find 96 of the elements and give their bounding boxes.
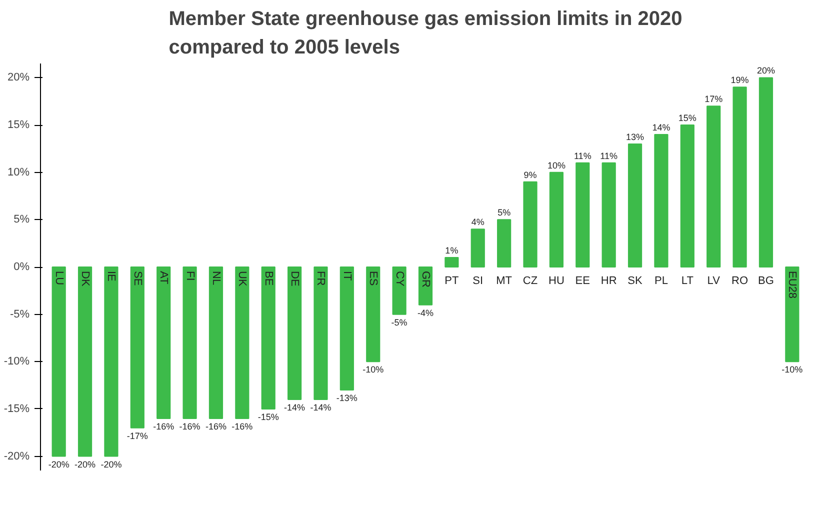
data-label: -16% <box>232 421 253 432</box>
bar <box>785 266 800 362</box>
data-label: -10% <box>782 364 803 375</box>
x-tick-label: DK <box>79 271 92 287</box>
bar <box>104 266 118 457</box>
data-label: 4% <box>471 217 484 228</box>
bar <box>602 162 616 268</box>
bar <box>392 266 406 315</box>
y-tick-label: 20% <box>7 72 30 84</box>
x-tick-label: BG <box>758 275 774 287</box>
y-tick-label: 15% <box>7 119 30 132</box>
x-tick-label: NL <box>210 271 222 286</box>
data-label: -15% <box>258 412 279 422</box>
data-label: -16% <box>205 421 226 432</box>
bar <box>261 266 276 410</box>
bar <box>340 266 354 391</box>
x-tick-label: PL <box>654 275 668 287</box>
x-tick-label: SK <box>628 275 644 287</box>
data-label: -16% <box>179 421 200 432</box>
x-tick-label: SE <box>131 271 144 286</box>
x-tick-label: FI <box>184 271 196 281</box>
data-label: -5% <box>391 317 408 328</box>
bar <box>706 106 721 268</box>
bar <box>576 162 590 268</box>
x-tick-label: IE <box>105 271 118 282</box>
x-tick-label: CZ <box>522 275 538 287</box>
y-tick-label: 5% <box>14 214 30 226</box>
bar <box>758 77 774 268</box>
bar <box>680 124 694 268</box>
x-tick-label: IT <box>340 271 353 282</box>
data-label: -16% <box>153 421 174 432</box>
x-tick-label: LV <box>707 275 721 287</box>
data-label: 19% <box>730 75 749 86</box>
x-tick-label: ES <box>367 271 380 286</box>
bar <box>52 266 66 457</box>
x-tick-label: UK <box>236 271 248 287</box>
bar <box>78 266 92 457</box>
bar <box>314 266 328 400</box>
bar <box>628 143 642 268</box>
x-tick-label: HU <box>548 275 564 287</box>
bar <box>208 266 224 419</box>
data-label: -14% <box>310 402 332 413</box>
data-label: 10% <box>547 160 566 170</box>
x-tick-label: LU <box>52 271 65 286</box>
data-label: -17% <box>126 430 148 441</box>
data-label: 13% <box>626 132 644 142</box>
data-label: -10% <box>362 364 384 375</box>
data-label: -20% <box>48 459 70 470</box>
data-label: 11% <box>574 150 592 161</box>
chart-title: Member State greenhouse gas emission limits in 2020 compared to 2005 levels <box>168 8 682 58</box>
bar <box>732 86 747 268</box>
bar <box>654 134 668 268</box>
data-label: 9% <box>524 170 537 180</box>
data-label: -20% <box>100 459 122 470</box>
x-tick-label: RO <box>732 275 748 287</box>
x-tick-label: GR <box>420 271 432 288</box>
x-tick-label: PT <box>444 275 459 287</box>
bar <box>523 181 538 268</box>
x-tick-label: LT <box>681 275 694 287</box>
x-tick-label: BE <box>262 271 274 286</box>
x-tick-label: EU28 <box>786 271 798 299</box>
bar <box>366 266 380 362</box>
bar <box>130 266 144 428</box>
y-tick-label: 0% <box>14 261 30 273</box>
data-label: -13% <box>336 393 358 404</box>
y-tick-label: -10% <box>4 356 30 368</box>
bar <box>288 266 302 400</box>
bar <box>156 266 171 419</box>
x-tick-label: EE <box>575 275 590 287</box>
data-label: -4% <box>418 308 434 318</box>
data-label: -20% <box>74 459 96 470</box>
x-tick-label: HR <box>600 275 617 287</box>
data-label: 1% <box>445 246 458 256</box>
data-label: 17% <box>704 94 723 104</box>
x-tick-label: CY <box>393 271 406 287</box>
y-tick-label: -5% <box>10 308 30 320</box>
data-label: -14% <box>284 402 306 413</box>
bar <box>182 266 197 419</box>
y-tick-label: 10% <box>7 166 30 178</box>
data-label: 20% <box>756 66 775 76</box>
bar <box>497 219 512 268</box>
data-label: 11% <box>600 150 618 161</box>
bar <box>470 228 485 268</box>
data-label: 5% <box>498 208 511 218</box>
x-tick-label: SI <box>472 275 484 287</box>
y-tick-label: -20% <box>4 450 30 462</box>
bar <box>235 266 250 419</box>
bar <box>444 257 459 268</box>
x-tick-label: AT <box>158 271 170 285</box>
x-tick-label: FR <box>314 271 327 286</box>
bar <box>549 172 564 268</box>
x-tick-label: MT <box>496 275 512 287</box>
x-tick-label: DE <box>288 271 301 286</box>
y-tick-label: -15% <box>4 402 30 415</box>
data-label: 14% <box>652 122 670 132</box>
data-label: 15% <box>678 113 696 124</box>
